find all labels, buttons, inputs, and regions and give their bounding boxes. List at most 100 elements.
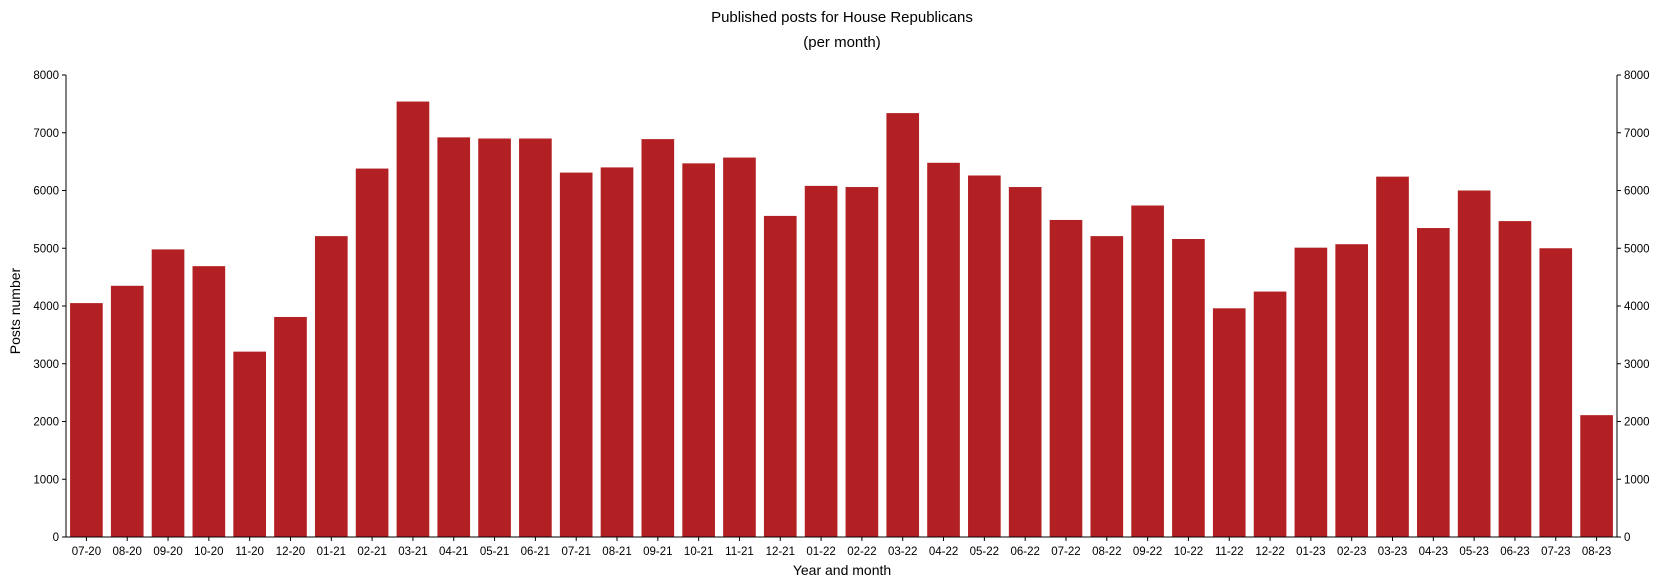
x-tick-label: 08-22: [1092, 546, 1121, 558]
bar-05-23: [1457, 190, 1491, 537]
x-tick-label: 07-21: [561, 546, 590, 558]
x-tick-label: 05-21: [480, 546, 509, 558]
y-ticks-left-layer: 0 1000 2000 3000 4000 5000 6000 7000 8000: [33, 70, 66, 544]
y-tick-label-right: 5000: [1624, 243, 1650, 255]
x-tick-label: 12-21: [766, 546, 795, 558]
bar-03-22: [886, 113, 920, 538]
y-axis-label: Posts number: [7, 267, 23, 354]
x-tick-label: 12-22: [1255, 546, 1284, 558]
x-tick-label: 06-21: [521, 546, 550, 558]
x-tick-label: 11-21: [725, 546, 754, 558]
y-ticks-right-layer: 0 1000 2000 3000 4000 5000 6000 7000 8000: [1617, 70, 1650, 544]
y-tick-label-right: 4000: [1624, 301, 1650, 313]
bar-07-23: [1539, 248, 1573, 537]
x-tick-label: 02-22: [847, 546, 876, 558]
bar-02-21: [355, 168, 389, 537]
bar-08-23: [1580, 415, 1613, 537]
bar-05-22: [968, 175, 1001, 538]
y-tick-label-left: 6000: [33, 186, 59, 198]
bar-11-20: [233, 351, 266, 537]
x-tick-label: 10-22: [1174, 546, 1203, 558]
bar-01-22: [804, 185, 838, 537]
x-tick-label: 09-20: [153, 546, 182, 558]
bar-12-21: [763, 215, 797, 537]
x-tick-label: 02-21: [357, 546, 386, 558]
y-tick-label-left: 2000: [33, 417, 59, 429]
x-tick-label: 06-22: [1010, 546, 1039, 558]
x-tick-label: 11-22: [1215, 546, 1244, 558]
x-tick-label: 03-23: [1378, 546, 1407, 558]
y-tick-label-right: 8000: [1624, 70, 1650, 82]
bar-09-20: [151, 249, 185, 537]
bar-03-23: [1376, 176, 1409, 537]
bar-09-22: [1131, 205, 1164, 537]
bar-09-21: [641, 139, 675, 537]
bar-10-22: [1172, 239, 1205, 537]
x-tick-label: 03-22: [888, 546, 917, 558]
bar-10-21: [682, 163, 715, 538]
chart-title: Published posts for House Republicans: [711, 9, 973, 26]
bar-01-21: [314, 236, 348, 537]
bar-12-22: [1253, 291, 1287, 537]
x-tick-label: 07-20: [72, 546, 101, 558]
y-tick-label-left: 3000: [33, 359, 59, 371]
x-tick-label: 07-22: [1051, 546, 1080, 558]
x-tick-label: 03-21: [398, 546, 427, 558]
x-tick-label: 09-22: [1133, 546, 1162, 558]
x-tick-label: 06-23: [1500, 546, 1529, 558]
bar-11-22: [1212, 308, 1246, 537]
x-tick-label: 09-21: [643, 546, 672, 558]
x-tick-label: 11-20: [235, 546, 264, 558]
bar-08-20: [110, 285, 144, 537]
x-tick-label: 04-23: [1419, 546, 1448, 558]
bar-05-21: [478, 138, 511, 537]
x-tick-label: 01-22: [806, 546, 835, 558]
x-tick-label: 05-22: [970, 546, 999, 558]
bar-01-23: [1294, 247, 1328, 538]
bar-02-22: [845, 187, 879, 538]
y-tick-label-left: 4000: [33, 301, 59, 313]
y-tick-label-left: 1000: [33, 474, 59, 486]
x-tick-label: 04-22: [929, 546, 958, 558]
bar-10-20: [192, 266, 226, 537]
x-tick-label: 08-23: [1582, 546, 1611, 558]
x-tick-label: 10-20: [194, 546, 223, 558]
y-tick-label-left: 7000: [33, 128, 59, 140]
y-tick-label-right: 2000: [1624, 417, 1650, 429]
y-tick-label-left: 8000: [33, 70, 59, 82]
x-axis-label: Year and month: [793, 562, 891, 578]
bar-06-21: [519, 138, 552, 537]
bars-layer: [70, 101, 1613, 538]
bar-03-21: [396, 101, 430, 537]
y-tick-label-left: 5000: [33, 243, 59, 255]
bar-07-22: [1049, 219, 1083, 537]
bar-04-21: [437, 137, 471, 537]
bar-11-21: [723, 157, 756, 537]
bar-04-23: [1417, 228, 1450, 538]
y-tick-label-left: 0: [53, 532, 59, 544]
bar-07-21: [559, 172, 593, 537]
x-tick-label: 08-20: [113, 546, 142, 558]
x-tick-label: 01-23: [1296, 546, 1325, 558]
y-tick-label-right: 3000: [1624, 359, 1650, 371]
bar-08-22: [1090, 236, 1124, 537]
y-tick-label-right: 7000: [1624, 128, 1650, 140]
x-tick-label: 05-23: [1459, 546, 1488, 558]
y-tick-label-right: 1000: [1624, 474, 1650, 486]
bar-02-23: [1335, 244, 1369, 537]
bar-08-21: [600, 167, 634, 537]
chart-subtitle: (per month): [803, 34, 881, 51]
x-tick-label: 10-21: [684, 546, 713, 558]
y-tick-label-right: 0: [1624, 532, 1630, 544]
x-tick-label: 01-21: [317, 546, 346, 558]
x-ticks-layer: 07-20 08-20 09-20 10-20 11-20 12-20 01-21 02-21…: [72, 537, 1611, 558]
x-tick-label: 07-23: [1541, 546, 1570, 558]
bar-06-23: [1498, 221, 1532, 538]
y-tick-label-right: 6000: [1624, 186, 1650, 198]
bar-07-20: [70, 303, 103, 537]
x-tick-label: 04-21: [439, 546, 468, 558]
x-tick-label: 12-20: [276, 546, 305, 558]
x-tick-label: 08-21: [602, 546, 631, 558]
